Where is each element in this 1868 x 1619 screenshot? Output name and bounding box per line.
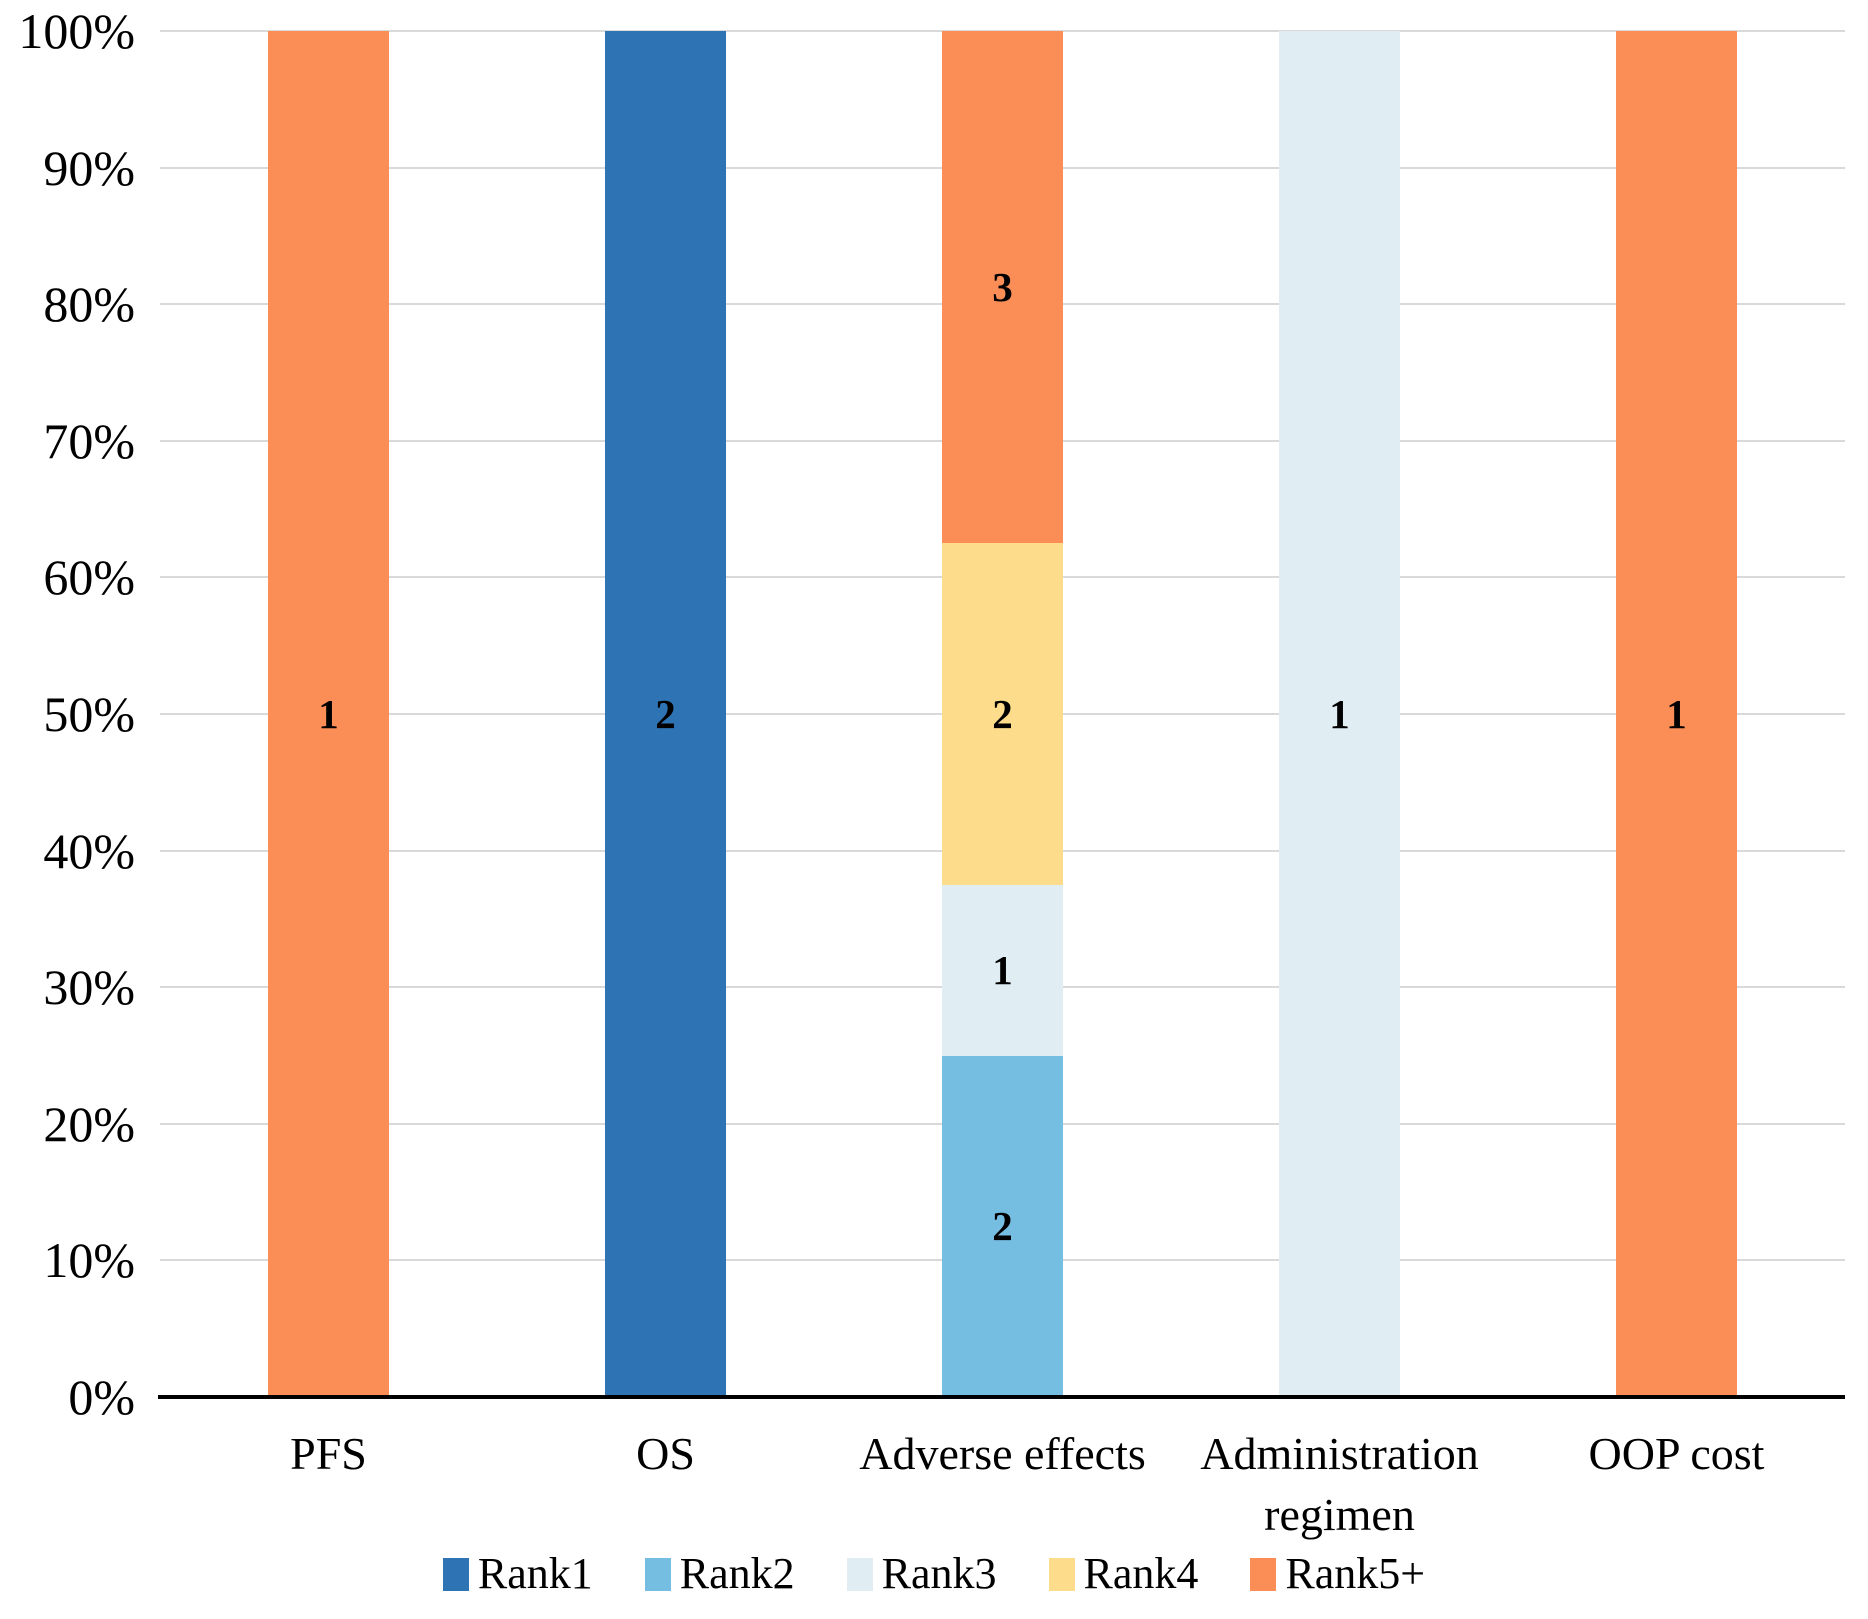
y-tick-label-100%: 100% [18,3,135,59]
chart-legend: Rank1 Rank2 Rank3 Rank4 Rank5+ [0,1552,1868,1596]
bar-segment-rank4: 2 [942,543,1063,885]
segment-value-label: 1 [1329,690,1350,737]
bar-os: 2 [605,31,726,1397]
legend-swatch-icon [1048,1557,1075,1591]
bar-segment-rank1: 2 [605,31,726,1397]
legend-swatch-icon [846,1557,873,1591]
segment-value-label: 1 [992,946,1013,993]
bar-segment-rank5-: 1 [268,31,389,1397]
plot-area: 1 2 2 1 2 3 1 1 [158,30,1845,1399]
segment-value-label: 2 [992,690,1013,737]
legend-item-rank5-: Rank5+ [1250,1552,1425,1596]
x-category-label-oop-cost: OOP cost [1588,1428,1765,1479]
segment-value-label: 2 [655,690,676,737]
y-tick-label-30%: 30% [43,959,135,1016]
x-category-label-administration-regimen: Administration regimen [1200,1428,1479,1540]
bar-segment-rank5-: 1 [1616,31,1737,1397]
legend-item-rank3: Rank3 [846,1549,997,1598]
legend-label: Rank4 [1083,1549,1199,1598]
y-tick-label-80%: 80% [43,276,135,333]
legend-label: Rank2 [679,1549,795,1598]
bar-segment-rank2: 2 [942,1055,1063,1397]
y-tick-label-10%: 10% [43,1232,135,1289]
x-axis-line [158,1395,1845,1399]
bar-segment-rank5-: 3 [942,31,1063,544]
y-tick-label-20%: 20% [43,1095,135,1152]
y-tick-label-50%: 50% [43,686,135,742]
legend-swatch-icon [442,1557,469,1591]
x-category-label-adverse-effects: Adverse effects [859,1428,1146,1479]
x-category-label-os: OS [636,1428,695,1479]
bar-pfs: 1 [268,31,389,1397]
bar-adverse-effects: 2 1 2 3 [942,31,1063,1397]
legend-swatch-icon [1250,1557,1277,1591]
legend-item-rank2: Rank2 [644,1549,795,1598]
legend-item-rank1: Rank1 [442,1549,593,1598]
legend-label: Rank5+ [1285,1549,1426,1598]
segment-value-label: 1 [318,690,339,737]
segment-value-label: 1 [1666,690,1687,737]
legend-item-rank4: Rank4 [1048,1549,1199,1598]
y-axis-tick-labels: 0% 10% 20% 30% 40% 50% 60% 70% 80% 90% 100% [0,0,135,1619]
bar-segment-rank3: 1 [1279,31,1400,1397]
legend-label: Rank1 [477,1549,593,1598]
x-category-label-pfs: PFS [290,1428,367,1479]
legend-swatch-icon [644,1557,671,1591]
bar-administration-regimen: 1 [1279,31,1400,1397]
y-tick-label-70%: 70% [43,412,135,469]
y-tick-label-90%: 90% [43,139,135,196]
segment-value-label: 2 [992,1202,1013,1249]
bar-segment-rank3: 1 [942,884,1063,1056]
segment-value-label: 3 [992,263,1013,310]
bar-oop-cost: 1 [1616,31,1737,1397]
y-tick-label-60%: 60% [43,549,135,606]
y-tick-label-40%: 40% [43,822,135,879]
legend-label: Rank3 [881,1549,997,1598]
y-tick-label-0%: 0% [68,1369,135,1425]
